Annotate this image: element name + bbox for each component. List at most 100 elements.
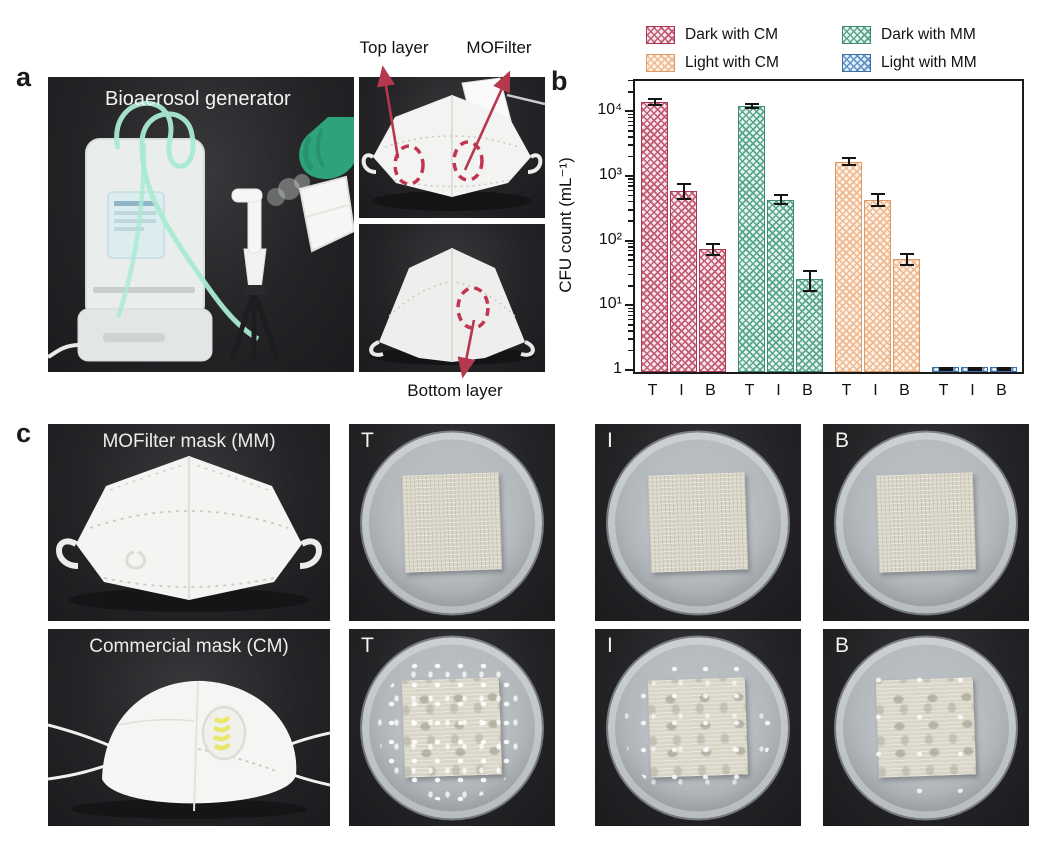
petri-dish — [608, 637, 788, 818]
y-tick-minor — [628, 265, 633, 268]
x-tick-label: B — [705, 382, 716, 399]
y-tick-minor — [628, 124, 633, 127]
filter-sample — [647, 677, 749, 778]
bottom-layer-label: Bottom layer — [407, 381, 503, 400]
x-tick-label: T — [938, 382, 949, 399]
petri-dish-photo-cm-i: I — [595, 629, 801, 826]
bioaerosol-generator-illustration — [48, 100, 354, 362]
mofilter-mask-illustration — [56, 456, 322, 612]
petri-dish — [608, 432, 788, 613]
y-tick-major — [625, 369, 633, 371]
y-tick-label: 1 — [613, 360, 622, 377]
error-bar — [744, 102, 759, 110]
legend-item-light-with-mm: Light with MM — [842, 54, 977, 72]
error-bar — [899, 252, 914, 267]
dish-letter: I — [607, 634, 613, 657]
filter-sample — [401, 677, 503, 778]
mask-bottom-layer-photo — [359, 224, 545, 372]
chart-plot — [633, 79, 1024, 374]
y-tick-minor — [628, 273, 633, 276]
petri-dish — [362, 432, 542, 613]
dish-letter: T — [361, 429, 374, 452]
y-tick-minor — [628, 200, 633, 203]
x-tick-label: B — [802, 382, 813, 399]
petri-dish — [362, 637, 542, 818]
y-tick-minor — [628, 310, 633, 313]
x-tick-label: T — [647, 382, 658, 399]
top-layer-label: Top layer — [359, 38, 429, 57]
y-tick-major — [625, 239, 633, 242]
dish-letter: T — [361, 634, 374, 657]
commercial-mask-illustration — [48, 680, 330, 819]
legend-label: Light with MM — [881, 54, 977, 71]
y-tick-minor — [628, 209, 633, 211]
legend-swatch — [646, 26, 675, 44]
y-tick-label: 10³ — [598, 166, 622, 183]
y-tick-minor — [628, 220, 633, 222]
x-tick-label: B — [996, 382, 1007, 399]
filter-sample — [875, 677, 977, 778]
y-tick-minor — [628, 189, 633, 192]
panel-b-letter: b — [551, 66, 568, 96]
petri-dish-photo-cm-b: B — [823, 629, 1029, 826]
bar-dark-with-mm-i — [767, 199, 794, 372]
y-tick-minor — [628, 113, 633, 116]
dish-letter: B — [835, 429, 850, 452]
legend-swatch — [842, 54, 871, 72]
y-tick-major — [625, 110, 633, 113]
dashed-circle-top-layer — [393, 144, 425, 186]
y-tick-minor — [628, 330, 633, 332]
x-tick-label: I — [679, 382, 684, 399]
y-tick-minor — [628, 178, 633, 180]
y-tick-minor — [628, 144, 633, 146]
panel-c-letter: c — [16, 418, 32, 448]
filter-sample — [875, 472, 977, 573]
commercial-mask-label: Commercial mask (CM) — [89, 636, 289, 657]
y-tick-minor — [628, 155, 633, 158]
y-tick-minor — [628, 120, 633, 123]
mask-bottom-layer-illustration — [369, 248, 535, 365]
commercial-mask-photo: Commercial mask (CM) — [48, 629, 330, 826]
y-tick-label: 10⁴ — [597, 101, 622, 119]
bar-dark-with-mm-t — [738, 105, 765, 372]
legend-label: Dark with CM — [685, 26, 779, 43]
legend-label: Light with CM — [685, 54, 779, 71]
legend-item-light-with-cm: Light with CM — [646, 54, 842, 72]
error-bar — [938, 366, 953, 371]
mofilter-label: MOFilter — [466, 38, 532, 57]
bar-light-with-cm-i — [864, 199, 891, 372]
bar-dark-with-cm-b — [699, 248, 726, 372]
y-tick-minor — [628, 242, 633, 245]
error-bar — [996, 366, 1011, 371]
y-tick-minor — [628, 285, 633, 287]
y-tick-minor — [628, 324, 633, 326]
error-bar — [802, 269, 817, 293]
y-tick-label: 10² — [598, 230, 622, 248]
error-bar — [870, 193, 885, 207]
legend-label: Dark with MM — [881, 26, 976, 43]
x-tick-label: I — [970, 382, 975, 399]
error-bar — [647, 98, 662, 106]
petri-dish — [836, 637, 1016, 818]
error-bar — [967, 366, 982, 371]
bioaerosol-generator-label: Bioaerosol generator — [105, 88, 291, 110]
legend-item-dark-with-cm: Dark with CM — [646, 26, 842, 44]
y-tick-minor — [628, 307, 633, 310]
mask-top-layer-illustration — [361, 77, 545, 211]
y-tick-minor — [628, 338, 633, 340]
y-tick-minor — [628, 249, 633, 252]
y-tick-minor — [628, 136, 633, 138]
legend-swatch — [646, 54, 675, 72]
y-tick-minor — [628, 116, 633, 119]
mask-top-layer-photo — [359, 77, 545, 218]
bar-dark-with-mm-b — [796, 279, 823, 372]
petri-dish — [836, 432, 1016, 613]
y-tick-minor — [628, 259, 633, 261]
x-tick-label: I — [776, 382, 781, 399]
y-tick-minor — [628, 181, 633, 184]
y-tick-minor — [628, 246, 633, 248]
mofilter-mask-label: MOFilter mask (MM) — [102, 431, 276, 452]
petri-dish-photo-mm-i: I — [595, 424, 801, 621]
petri-dish-photo-mm-t: T — [349, 424, 555, 621]
